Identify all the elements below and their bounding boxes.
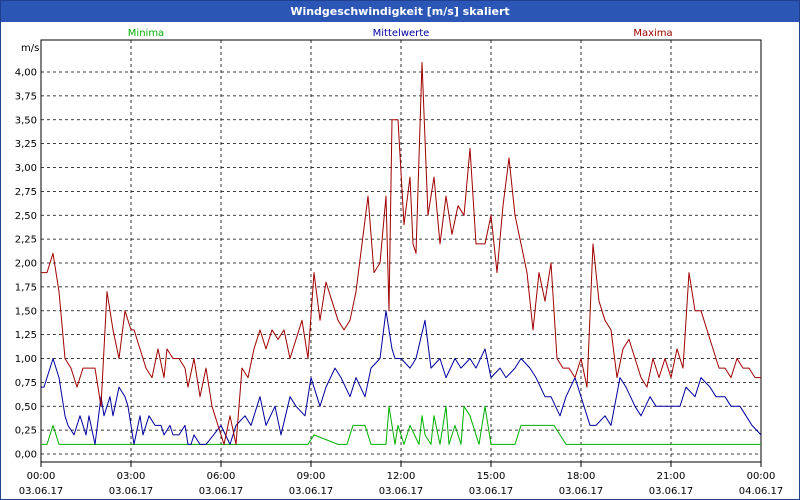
x-tick-time: 03:00 (117, 471, 146, 482)
x-tick-date: 03.06.17 (199, 486, 244, 497)
series-line-mittelwerte (41, 310, 762, 445)
x-tick-time: 06:00 (207, 471, 236, 482)
x-tick-time: 00:00 (747, 471, 776, 482)
x-tick-date: 03.06.17 (109, 486, 154, 497)
chart-title: Windgeschwindigkeit [m/s] skaliert (1, 1, 799, 22)
x-tick-time: 15:00 (477, 471, 506, 482)
y-axis-label: m/s (21, 43, 39, 54)
grid-lines (40, 39, 762, 467)
x-tick-date: 03.06.17 (19, 486, 64, 497)
y-tick-label: 2,25 (15, 235, 37, 246)
x-tick-date: 03.06.17 (289, 486, 334, 497)
y-axis-ticks: 0,00 0,25 0,50 0,75 1,00 1,25 1,50 1,75 2,00 2,25… (15, 68, 37, 461)
x-tick-time: 12:00 (387, 471, 416, 482)
y-tick-label: 3,00 (15, 163, 37, 174)
y-tick-label: 1,50 (15, 306, 37, 317)
y-tick-label: 2,50 (15, 211, 37, 222)
x-tick-date: 04.06.17 (739, 486, 784, 497)
y-tick-label: 2,00 (15, 259, 37, 270)
x-axis-ticks: 00:00 03.06.17 03:00 03.06.17 06:00 03.06.17 0… (19, 471, 784, 497)
series-lines (41, 62, 762, 445)
x-tick-date: 03.06.17 (559, 486, 604, 497)
x-tick-time: 09:00 (297, 471, 326, 482)
y-tick-label: 3,50 (15, 115, 37, 126)
y-tick-label: 0,25 (15, 426, 37, 437)
y-tick-label: 0,50 (15, 402, 37, 413)
series-line-maxima (41, 62, 761, 445)
y-tick-label: 1,75 (15, 282, 37, 293)
y-tick-label: 1,25 (15, 330, 37, 341)
series-line-minima (41, 405, 761, 445)
y-tick-label: 0,00 (15, 450, 37, 461)
legend-item-minima: Minima (128, 28, 164, 39)
legend-item-maxima: Maxima (633, 28, 672, 39)
y-tick-label: 3,75 (15, 91, 37, 102)
x-tick-date: 03.06.17 (469, 486, 514, 497)
y-tick-label: 4,00 (15, 68, 37, 79)
x-tick-time: 18:00 (567, 471, 596, 482)
x-tick-date: 03.06.17 (649, 486, 694, 497)
legend-item-mittelwerte: Mittelwerte (373, 28, 430, 39)
y-tick-label: 0,75 (15, 378, 37, 389)
legend: Minima Mittelwerte Maxima (128, 28, 673, 39)
y-tick-label: 3,25 (15, 139, 37, 150)
y-tick-label: 1,00 (15, 354, 37, 365)
x-tick-time: 00:00 (27, 471, 56, 482)
x-tick-date: 03.06.17 (379, 486, 424, 497)
x-tick-time: 21:00 (657, 471, 686, 482)
y-tick-label: 2,75 (15, 187, 37, 198)
line-chart: 0,00 0,25 0,50 0,75 1,00 1,25 1,50 1,75 2,00 2,25… (15, 28, 784, 497)
